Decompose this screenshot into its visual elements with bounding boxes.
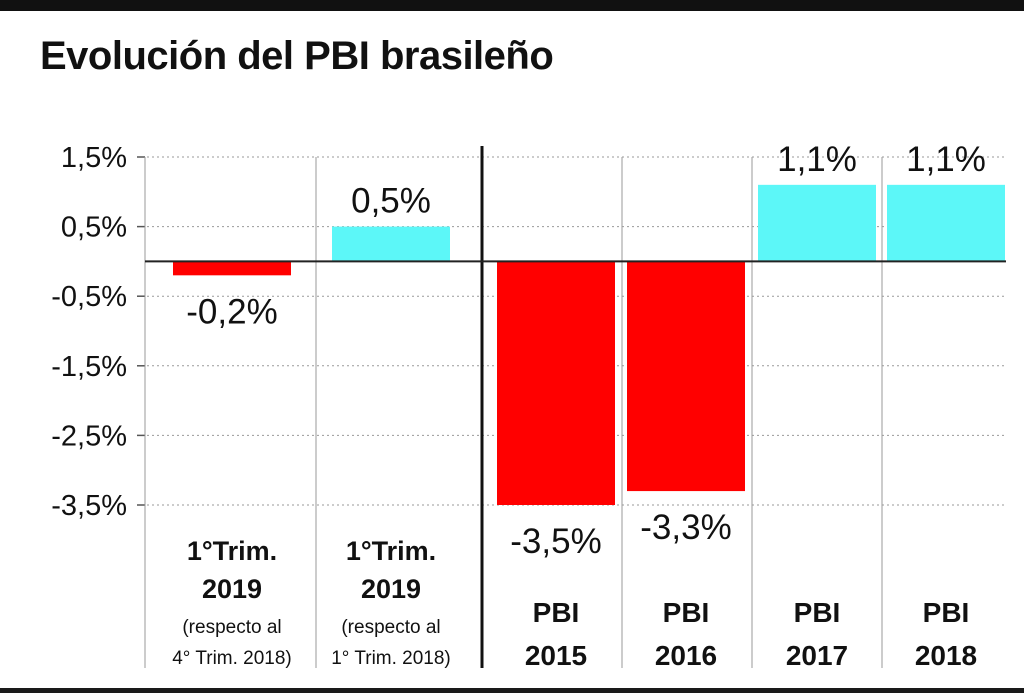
category-label-line2: 2019: [202, 574, 262, 604]
top-bar: [0, 0, 1024, 11]
bar: [173, 261, 291, 276]
bar: [758, 184, 876, 262]
y-tick-label: 0,5%: [61, 212, 127, 244]
y-tick-label: -0,5%: [51, 281, 127, 313]
category-label-line2: 2017: [786, 640, 848, 671]
category-label-line1: PBI: [533, 597, 580, 628]
category-label-line1: PBI: [923, 597, 970, 628]
category-label-line2: 2015: [525, 640, 587, 671]
y-tick-label: -3,5%: [51, 490, 127, 522]
bottom-rule: [0, 688, 1024, 693]
category-label-line1: 1°Trim.: [187, 536, 277, 566]
data-label: -3,5%: [510, 522, 601, 561]
category-label-line2: 2019: [361, 574, 421, 604]
data-label: 0,5%: [351, 182, 431, 221]
data-label: -0,2%: [186, 292, 277, 331]
y-tick-label: -2,5%: [51, 420, 127, 452]
data-label: -3,3%: [640, 508, 731, 547]
y-tick-label: -1,5%: [51, 351, 127, 383]
category-label-line1: PBI: [663, 597, 710, 628]
chart-title: Evolución del PBI brasileño: [40, 34, 554, 78]
data-label: 1,1%: [777, 140, 857, 179]
category-note-line1: (respecto al: [182, 617, 281, 638]
bar: [627, 261, 745, 492]
bar: [332, 226, 450, 262]
category-label-line1: 1°Trim.: [346, 536, 436, 566]
category-label-line2: 2018: [915, 640, 977, 671]
category-note-line1: (respecto al: [341, 617, 440, 638]
category-label-line2: 2016: [655, 640, 717, 671]
bar: [497, 261, 615, 505]
bar: [887, 184, 1005, 262]
category-note-line2: 1° Trim. 2018): [331, 648, 451, 669]
category-note-line2: 4° Trim. 2018): [172, 648, 292, 669]
y-tick-label: 1,5%: [61, 142, 127, 174]
category-label-line1: PBI: [794, 597, 841, 628]
data-label: 1,1%: [906, 140, 986, 179]
